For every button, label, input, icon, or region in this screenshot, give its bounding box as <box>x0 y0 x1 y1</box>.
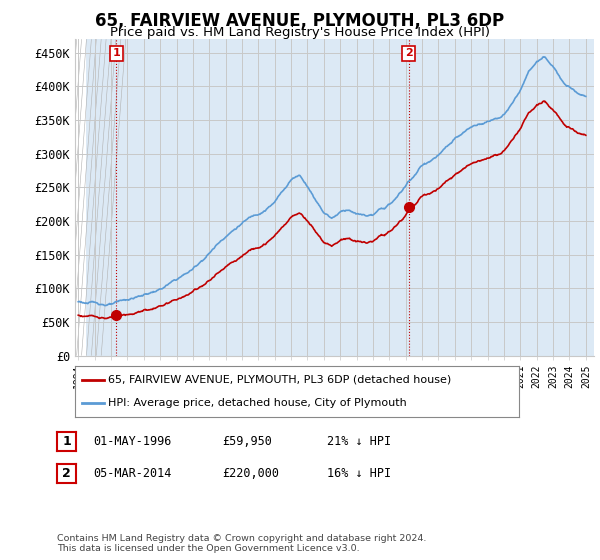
Text: Price paid vs. HM Land Registry's House Price Index (HPI): Price paid vs. HM Land Registry's House … <box>110 26 490 39</box>
Text: 1: 1 <box>113 48 120 58</box>
Text: 1: 1 <box>62 435 71 449</box>
Text: HPI: Average price, detached house, City of Plymouth: HPI: Average price, detached house, City… <box>108 398 407 408</box>
Text: 2: 2 <box>62 467 71 480</box>
FancyBboxPatch shape <box>75 39 86 356</box>
Text: 05-MAR-2014: 05-MAR-2014 <box>93 466 172 480</box>
Text: 16% ↓ HPI: 16% ↓ HPI <box>327 466 391 480</box>
Text: 65, FAIRVIEW AVENUE, PLYMOUTH, PL3 6DP: 65, FAIRVIEW AVENUE, PLYMOUTH, PL3 6DP <box>95 12 505 30</box>
Text: 01-MAY-1996: 01-MAY-1996 <box>93 435 172 448</box>
Text: 21% ↓ HPI: 21% ↓ HPI <box>327 435 391 448</box>
Text: 65, FAIRVIEW AVENUE, PLYMOUTH, PL3 6DP (detached house): 65, FAIRVIEW AVENUE, PLYMOUTH, PL3 6DP (… <box>108 375 452 385</box>
Text: £220,000: £220,000 <box>222 466 279 480</box>
Text: £59,950: £59,950 <box>222 435 272 448</box>
Text: 2: 2 <box>404 48 412 58</box>
Text: Contains HM Land Registry data © Crown copyright and database right 2024.
This d: Contains HM Land Registry data © Crown c… <box>57 534 427 553</box>
